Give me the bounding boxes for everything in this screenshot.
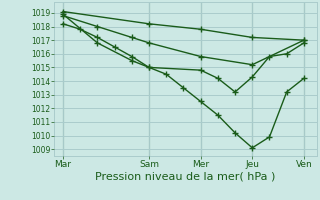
- X-axis label: Pression niveau de la mer( hPa ): Pression niveau de la mer( hPa ): [95, 172, 276, 182]
